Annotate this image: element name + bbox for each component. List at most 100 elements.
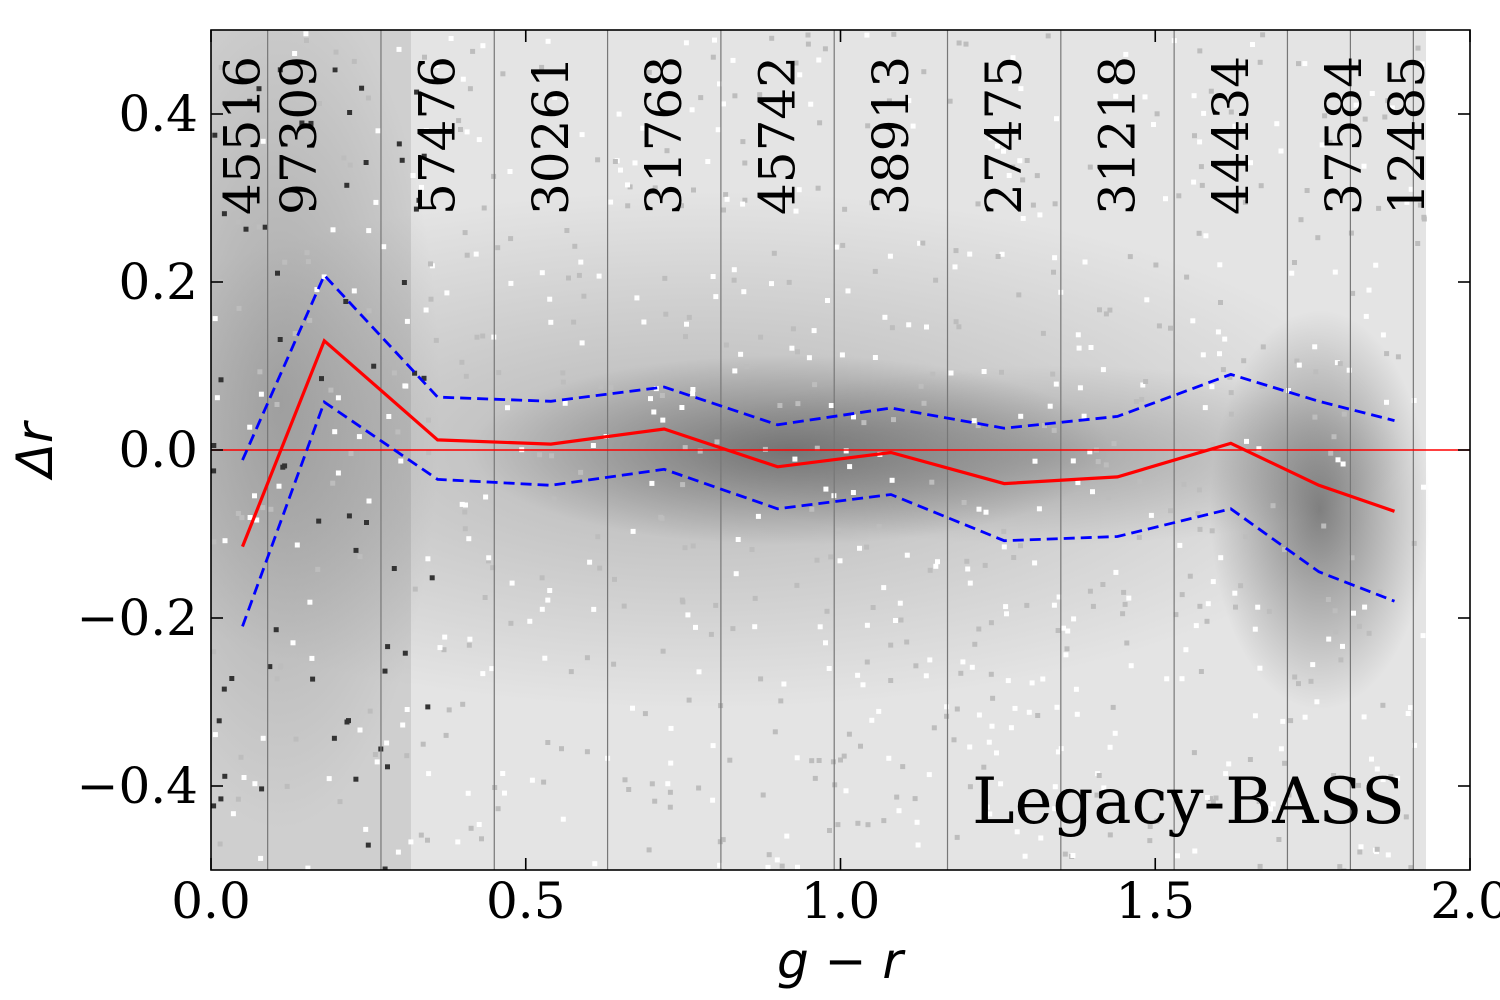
density-speckle bbox=[578, 469, 584, 475]
density-speckle bbox=[1388, 774, 1394, 779]
density-speckle bbox=[1215, 329, 1221, 335]
density-speckle bbox=[944, 713, 950, 719]
density-speckle bbox=[732, 93, 738, 99]
density-speckle bbox=[221, 686, 227, 692]
density-speckle bbox=[998, 781, 1004, 787]
density-speckle bbox=[1421, 484, 1426, 490]
density-speckle bbox=[682, 445, 688, 451]
density-speckle bbox=[539, 575, 545, 581]
density-speckle bbox=[1373, 262, 1379, 268]
density-speckle bbox=[1376, 205, 1382, 211]
density-speckle bbox=[696, 669, 702, 675]
density-speckle bbox=[662, 275, 668, 281]
density-speckle bbox=[598, 384, 604, 390]
density-speckle bbox=[1302, 714, 1308, 720]
density-speckle bbox=[1380, 702, 1386, 708]
density-speckle bbox=[1247, 757, 1253, 762]
density-speckle bbox=[792, 456, 798, 462]
lower-line bbox=[241, 399, 1396, 627]
density-speckle bbox=[433, 337, 439, 343]
density-speckle bbox=[640, 125, 646, 131]
density-speckle bbox=[1053, 381, 1059, 387]
density-speckle bbox=[211, 539, 217, 545]
density-speckle bbox=[384, 740, 390, 746]
density-speckle bbox=[738, 351, 744, 357]
bin-count-label: 57476 bbox=[409, 56, 467, 215]
density-speckle bbox=[1348, 230, 1354, 236]
density-speckle bbox=[1018, 806, 1024, 812]
density-speckle bbox=[423, 128, 429, 134]
density-speckle bbox=[402, 383, 408, 389]
density-speckle bbox=[1377, 589, 1383, 595]
density-speckle bbox=[1100, 367, 1106, 373]
density-speckle bbox=[886, 755, 892, 761]
density-speckle bbox=[332, 429, 338, 435]
density-speckle bbox=[1266, 608, 1272, 614]
density-speckle bbox=[897, 600, 903, 606]
density-speckle bbox=[280, 464, 286, 470]
density-speckle bbox=[319, 376, 324, 382]
density-speckle bbox=[1332, 269, 1338, 275]
density-speckle bbox=[1228, 411, 1234, 417]
density-speckle bbox=[693, 624, 698, 630]
density-speckle bbox=[608, 199, 614, 205]
density-speckle bbox=[229, 676, 235, 681]
density-speckle bbox=[1270, 801, 1276, 807]
density-speckle bbox=[1177, 542, 1183, 548]
density-speckle bbox=[851, 414, 856, 420]
density-speckle bbox=[1286, 388, 1291, 393]
density-speckle bbox=[467, 636, 473, 642]
density-speckle bbox=[426, 417, 431, 423]
density-speckle bbox=[876, 524, 882, 530]
density-speckle bbox=[1412, 742, 1418, 748]
density-speckle bbox=[464, 252, 470, 258]
density-speckle bbox=[717, 862, 723, 868]
density-speckle bbox=[1411, 398, 1417, 403]
density-speckle bbox=[954, 706, 960, 712]
density-speckle bbox=[1241, 358, 1247, 364]
density-speckle bbox=[292, 51, 298, 56]
density-speckle bbox=[917, 240, 923, 246]
density-speckle bbox=[1030, 202, 1036, 208]
density-speckle bbox=[343, 299, 349, 304]
density-speckle bbox=[401, 280, 407, 285]
density-speckle bbox=[953, 319, 959, 325]
density-speckle bbox=[999, 369, 1004, 375]
bin-count-label: 31768 bbox=[635, 56, 693, 215]
density-speckle bbox=[976, 506, 982, 512]
density-speckle bbox=[1051, 602, 1057, 608]
density-speckle bbox=[508, 236, 514, 242]
density-speckle bbox=[366, 498, 372, 504]
bin-count-label: 44434 bbox=[1202, 56, 1260, 215]
density-speckle bbox=[1204, 618, 1210, 624]
density-speckle bbox=[843, 448, 849, 454]
density-speckle bbox=[351, 58, 357, 64]
density-speckle bbox=[1366, 630, 1372, 636]
density-speckle bbox=[742, 160, 748, 166]
density-speckle bbox=[1210, 579, 1216, 585]
density-speckle bbox=[1210, 799, 1216, 804]
density-speckle bbox=[1420, 633, 1426, 639]
density-speckle bbox=[830, 759, 836, 765]
density-speckle bbox=[732, 368, 738, 374]
density-speckle bbox=[839, 352, 845, 358]
density-speckle bbox=[1280, 718, 1286, 724]
density-speckle bbox=[314, 287, 320, 293]
density-speckle bbox=[1037, 212, 1043, 218]
density-speckle bbox=[641, 319, 647, 325]
density-speckle bbox=[1020, 216, 1026, 221]
density-speckle bbox=[727, 757, 733, 763]
density-speckle bbox=[1356, 782, 1361, 788]
density-speckle bbox=[330, 480, 336, 486]
density-speckle bbox=[651, 409, 657, 415]
density-speckle bbox=[668, 725, 674, 731]
density-speckle bbox=[459, 501, 465, 507]
density-speckle bbox=[684, 321, 689, 327]
density-speckle bbox=[724, 196, 730, 202]
density-speckle bbox=[428, 296, 434, 302]
density-speckle bbox=[1341, 411, 1347, 417]
density-speckle bbox=[1111, 441, 1117, 447]
density-speckle bbox=[1208, 88, 1214, 94]
density-speckle bbox=[664, 148, 670, 154]
